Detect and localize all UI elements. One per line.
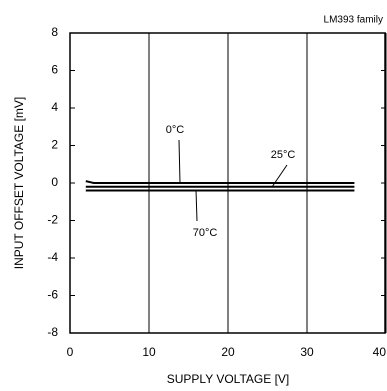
leader-line — [195, 189, 198, 222]
plot-frame — [69, 32, 386, 334]
y-axis-label: INPUT OFFSET VOLTAGE [mV] — [12, 97, 26, 269]
x-axis-label: SUPPLY VOLTAGE [V] — [167, 372, 290, 386]
y-tick-label: 8 — [51, 25, 58, 39]
leader-line — [271, 164, 288, 188]
series-label: 70°C — [193, 227, 218, 239]
y-tick-label: 0 — [51, 175, 58, 189]
y-tick-label: 6 — [51, 63, 58, 77]
leader-line — [178, 139, 181, 184]
chart-note: LM393 family — [324, 15, 383, 26]
series-label: 25°C — [271, 149, 296, 161]
series-label: 0°C — [166, 124, 185, 136]
y-tick-label: 2 — [51, 138, 58, 152]
x-tick-label: 20 — [221, 345, 235, 359]
x-tick-label: 40 — [373, 345, 387, 359]
series-line — [85, 180, 355, 184]
x-tick-label: 0 — [67, 345, 74, 359]
y-tick-label: -4 — [47, 250, 58, 264]
x-tick-label: 30 — [300, 345, 314, 359]
y-tick-label: -8 — [47, 325, 58, 339]
y-tick-label: -6 — [47, 288, 58, 302]
x-tick-label: 10 — [142, 345, 156, 359]
y-tick-label: 4 — [51, 100, 58, 114]
y-tick-label: -2 — [47, 213, 58, 227]
